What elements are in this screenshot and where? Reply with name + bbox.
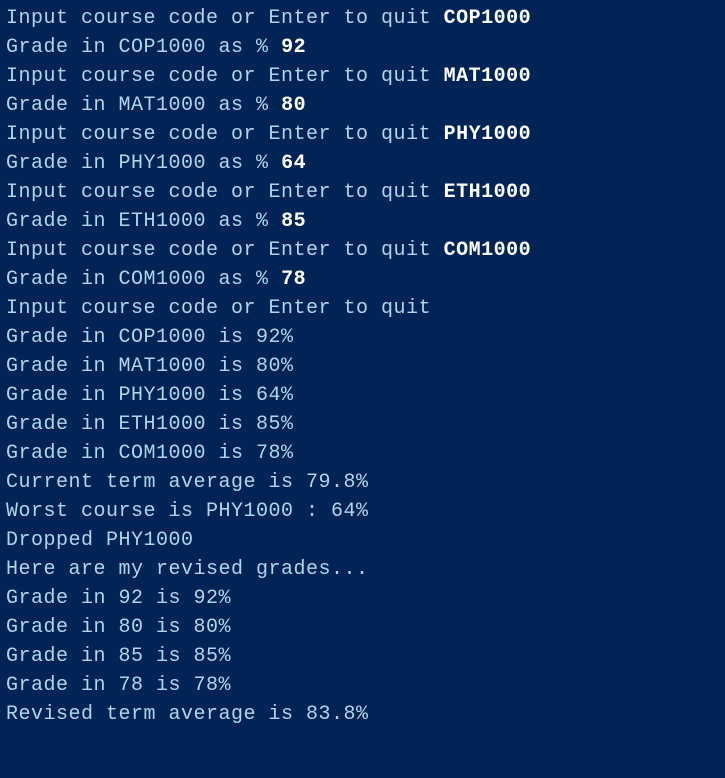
output-line: Grade in MAT1000 is 80% — [6, 352, 719, 381]
grade-prefix: Grade in — [6, 152, 119, 175]
output-line: Grade in PHY1000 is 64% — [6, 381, 719, 410]
output-line: Grade in 78 is 78% — [6, 671, 719, 700]
output-line: Grade in 92 is 92% — [6, 584, 719, 613]
user-input: COM1000 — [444, 239, 532, 262]
user-input: 92 — [281, 36, 306, 59]
prompt-text: Input course code or Enter to quit — [6, 239, 444, 262]
course-code: MAT1000 — [119, 94, 207, 117]
user-input: 85 — [281, 210, 306, 233]
course-code: PHY1000 — [119, 152, 207, 175]
prompt-line: Grade in ETH1000 as % 85 — [6, 207, 719, 236]
grade-suffix: as % — [206, 94, 281, 117]
grade-suffix: as % — [206, 268, 281, 291]
grade-suffix: as % — [206, 152, 281, 175]
user-input: 64 — [281, 152, 306, 175]
output-line: Dropped PHY1000 — [6, 526, 719, 555]
prompt-line: Input course code or Enter to quit MAT10… — [6, 62, 719, 91]
output-line: Here are my revised grades... — [6, 555, 719, 584]
prompt-line: Input course code or Enter to quit COM10… — [6, 236, 719, 265]
output-line: Worst course is PHY1000 : 64% — [6, 497, 719, 526]
grade-prefix: Grade in — [6, 94, 119, 117]
prompt-line: Grade in PHY1000 as % 64 — [6, 149, 719, 178]
prompt-text: Input course code or Enter to quit — [6, 65, 444, 88]
output-line: Grade in COM1000 is 78% — [6, 439, 719, 468]
prompt-line: Grade in COP1000 as % 92 — [6, 33, 719, 62]
prompt-text: Input course code or Enter to quit — [6, 123, 444, 146]
prompt-line: Grade in COM1000 as % 78 — [6, 265, 719, 294]
prompt-text: Input course code or Enter to quit — [6, 181, 444, 204]
user-input: PHY1000 — [444, 123, 532, 146]
output-line: Revised term average is 83.8% — [6, 700, 719, 729]
user-input: MAT1000 — [444, 65, 532, 88]
prompt-line: Input course code or Enter to quit PHY10… — [6, 120, 719, 149]
final-prompt: Input course code or Enter to quit — [6, 294, 719, 323]
grade-prefix: Grade in — [6, 36, 119, 59]
prompt-line: Input course code or Enter to quit COP10… — [6, 4, 719, 33]
prompt-text: Input course code or Enter to quit — [6, 7, 444, 30]
output-line: Grade in COP1000 is 92% — [6, 323, 719, 352]
grade-prefix: Grade in — [6, 268, 119, 291]
output-line: Grade in ETH1000 is 85% — [6, 410, 719, 439]
grade-suffix: as % — [206, 210, 281, 233]
grade-prefix: Grade in — [6, 210, 119, 233]
user-input: ETH1000 — [444, 181, 532, 204]
user-input: COP1000 — [444, 7, 532, 30]
prompt-line: Input course code or Enter to quit ETH10… — [6, 178, 719, 207]
user-input: 78 — [281, 268, 306, 291]
grade-suffix: as % — [206, 36, 281, 59]
course-code: ETH1000 — [119, 210, 207, 233]
user-input: 80 — [281, 94, 306, 117]
output-line: Current term average is 79.8% — [6, 468, 719, 497]
output-line: Grade in 80 is 80% — [6, 613, 719, 642]
course-code: COP1000 — [119, 36, 207, 59]
course-code: COM1000 — [119, 268, 207, 291]
output-line: Grade in 85 is 85% — [6, 642, 719, 671]
terminal-output: Input course code or Enter to quit COP10… — [6, 4, 719, 729]
prompt-line: Grade in MAT1000 as % 80 — [6, 91, 719, 120]
